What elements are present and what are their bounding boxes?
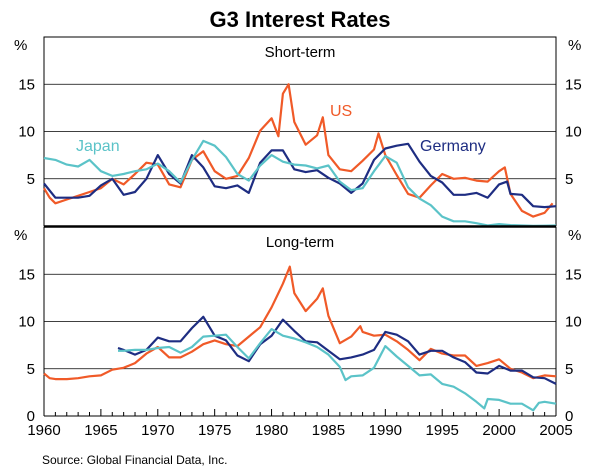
long-term-ytick-right-10: 10 (565, 314, 582, 331)
x-tick-label-2000: 2000 (482, 422, 515, 439)
short-term-right-unit: % (568, 37, 581, 54)
long-term-ytick-left-0: 0 (27, 408, 35, 425)
chart-title: G3 Interest Rates (210, 7, 391, 32)
long-term-ytick-left-10: 10 (18, 314, 35, 331)
short-term-ytick-left-5: 5 (27, 171, 35, 188)
short-term-ytick-left-10: 10 (18, 124, 35, 141)
x-tick-label-1960: 1960 (27, 422, 60, 439)
long-term-right-unit: % (568, 227, 581, 244)
short-term-left-unit: % (14, 37, 27, 54)
x-tick-label-2005: 2005 (539, 422, 572, 439)
short-term-us-line (43, 83, 554, 218)
short-term-ytick-right-15: 15 (565, 76, 582, 93)
x-tick-label-1980: 1980 (255, 422, 288, 439)
x-tick-label-1975: 1975 (198, 422, 231, 439)
long-term-ytick-right-5: 5 (565, 361, 573, 378)
short-term-ytick-right-5: 5 (565, 171, 573, 188)
japan-series-label: Japan (76, 138, 120, 155)
long-term-panel: Long-term % % 0 0 5 5 10 10 15 15 (14, 227, 582, 425)
x-tick-label-1965: 1965 (84, 422, 117, 439)
long-term-ytick-right-15: 15 (565, 266, 582, 283)
short-term-ytick-left-15: 15 (18, 76, 35, 93)
long-term-ytick-right-0: 0 (565, 408, 573, 425)
short-term-panel-title: Short-term (265, 44, 336, 61)
source-note: Source: Global Financial Data, Inc. (42, 453, 227, 467)
short-term-ytick-right-10: 10 (565, 124, 582, 141)
x-tick-label-1985: 1985 (312, 422, 345, 439)
long-term-ytick-left-5: 5 (27, 361, 35, 378)
x-tick-label-1970: 1970 (141, 422, 174, 439)
germany-series-label: Germany (420, 138, 486, 155)
us-series-label: US (330, 103, 352, 120)
long-term-us-line (43, 265, 557, 381)
x-tick-label-1990: 1990 (369, 422, 402, 439)
long-term-panel-title: Long-term (266, 234, 334, 251)
long-term-japan-line (118, 328, 557, 412)
long-term-ytick-left-15: 15 (18, 266, 35, 283)
short-term-germany-line (43, 142, 557, 209)
x-tick-label-1995: 1995 (426, 422, 459, 439)
long-term-germany-line (117, 315, 557, 385)
short-term-panel: Short-term % % 5 5 10 10 15 15 Japan US Germa… (14, 36, 582, 227)
long-term-left-unit: % (14, 227, 27, 244)
short-term-japan-line (43, 139, 557, 227)
